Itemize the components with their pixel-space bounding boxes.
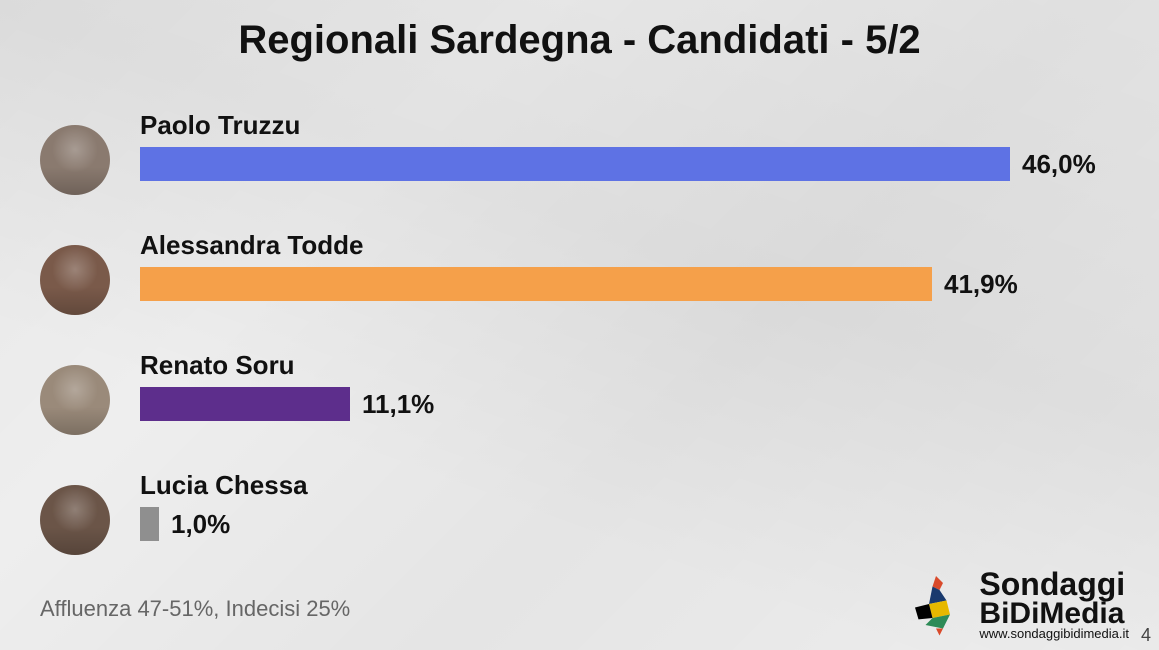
candidate-name: Renato Soru bbox=[140, 350, 1099, 381]
candidate-percentage: 11,1% bbox=[362, 389, 434, 420]
candidate-avatar bbox=[40, 365, 110, 435]
logo-url: www.sondaggibidimedia.it bbox=[979, 627, 1129, 640]
candidate-name: Paolo Truzzu bbox=[140, 110, 1099, 141]
brand-logo: Sondaggi BiDiMedia www.sondaggibidimedia… bbox=[901, 568, 1129, 640]
candidate-percentage: 46,0% bbox=[1022, 149, 1096, 180]
candidate-bar bbox=[140, 147, 1010, 181]
candidate-name: Lucia Chessa bbox=[140, 470, 1099, 501]
rooster-icon bbox=[901, 569, 971, 639]
page-title: Regionali Sardegna - Candidati - 5/2 bbox=[0, 0, 1159, 63]
candidate-bar bbox=[140, 267, 932, 301]
logo-line1: Sondaggi bbox=[979, 568, 1129, 600]
candidate-row: Lucia Chessa 1,0% bbox=[40, 470, 1099, 570]
candidate-percentage: 41,9% bbox=[944, 269, 1018, 300]
page-number: 4 bbox=[1141, 625, 1151, 646]
candidate-row: Alessandra Todde 41,9% bbox=[40, 230, 1099, 330]
candidates-bar-chart: Paolo Truzzu 46,0% Alessandra Todde 41,9… bbox=[40, 110, 1099, 590]
footer-note: Affluenza 47-51%, Indecisi 25% bbox=[40, 596, 350, 622]
candidate-avatar bbox=[40, 125, 110, 195]
candidate-row: Renato Soru 11,1% bbox=[40, 350, 1099, 450]
logo-line2: BiDiMedia bbox=[979, 600, 1129, 627]
candidate-avatar bbox=[40, 485, 110, 555]
candidate-name: Alessandra Todde bbox=[140, 230, 1099, 261]
candidate-bar bbox=[140, 387, 350, 421]
candidate-avatar bbox=[40, 245, 110, 315]
candidate-percentage: 1,0% bbox=[171, 509, 230, 540]
candidate-row: Paolo Truzzu 46,0% bbox=[40, 110, 1099, 210]
candidate-bar bbox=[140, 507, 159, 541]
